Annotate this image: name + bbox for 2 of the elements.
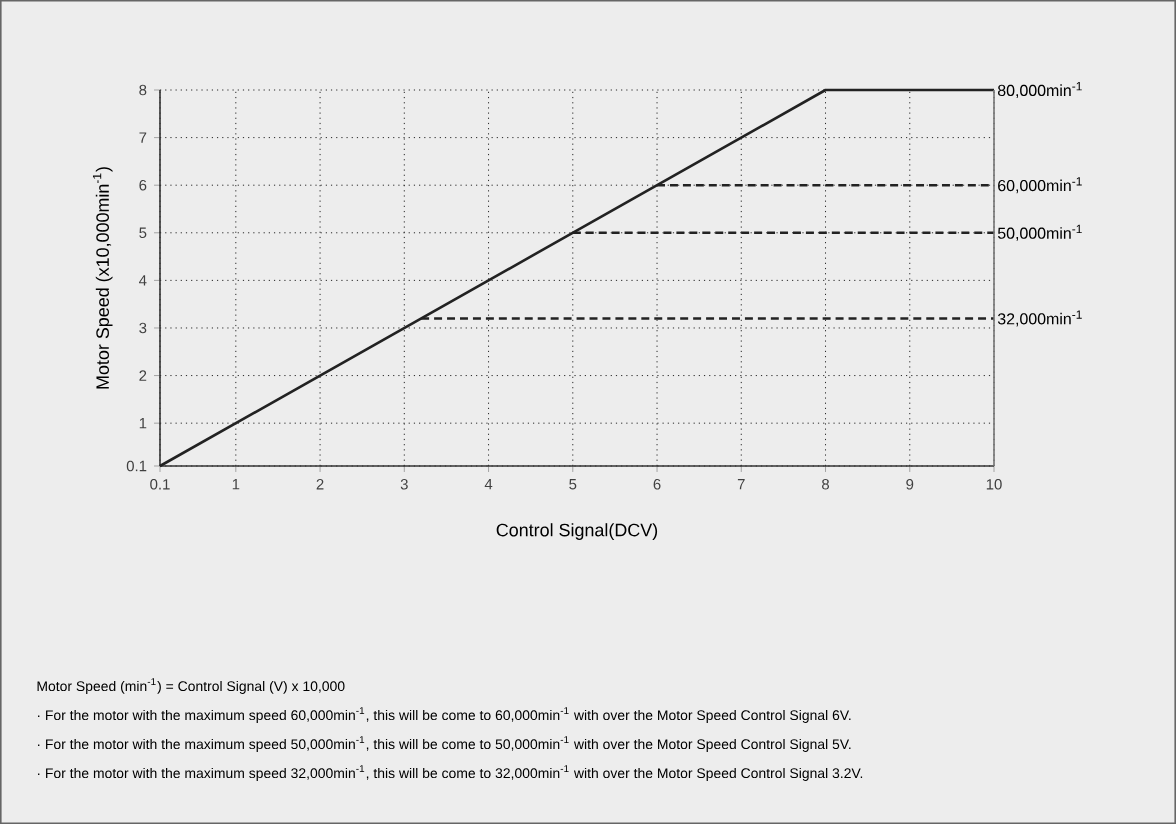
y-axis-title: Motor Speed (x10,000min$^{-1}$) (92, 167, 113, 389)
x-axis-title: Control Signal(DCV) (496, 523, 658, 540)
